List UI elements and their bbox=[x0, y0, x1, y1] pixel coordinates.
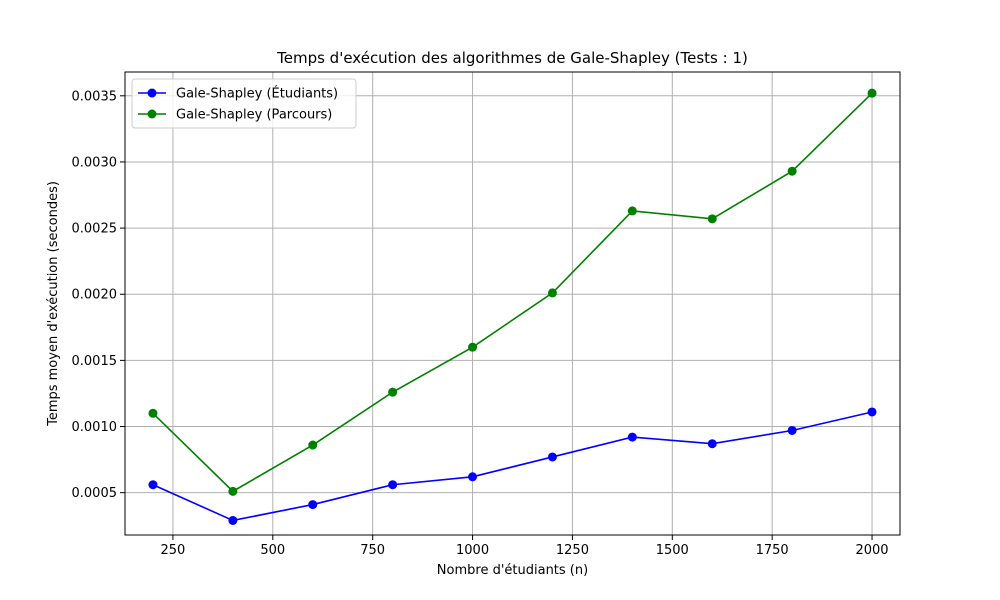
x-tick-label: 1750 bbox=[756, 543, 789, 558]
y-axis-label: Temps moyen d'exécution (secondes) bbox=[46, 181, 61, 427]
plot-frame bbox=[124, 71, 901, 536]
data-point bbox=[627, 206, 637, 216]
legend-marker bbox=[147, 88, 157, 98]
data-point bbox=[308, 500, 318, 510]
y-tick-label: 0.0020 bbox=[72, 288, 118, 303]
data-point bbox=[148, 480, 158, 490]
series-line bbox=[152, 411, 873, 522]
legend-item: Gale-Shapley (Étudiants) bbox=[138, 86, 338, 102]
data-point bbox=[468, 472, 478, 482]
y-tick-label: 0.0010 bbox=[72, 420, 118, 435]
data-point bbox=[468, 342, 478, 352]
series-line bbox=[152, 92, 873, 493]
data-point bbox=[787, 166, 797, 176]
legend-frame bbox=[131, 78, 357, 129]
x-tick-label: 1250 bbox=[556, 543, 589, 558]
legend-label: Gale-Shapley (Parcours) bbox=[176, 108, 332, 123]
data-point bbox=[547, 452, 557, 462]
data-point bbox=[388, 387, 398, 397]
data-point bbox=[867, 407, 877, 417]
data-point bbox=[547, 288, 557, 298]
y-axis-ticks: 0.0005 0.0010 0.0015 0.0020 0.0025 0.0030 0.00… bbox=[72, 89, 125, 501]
data-point bbox=[627, 432, 637, 442]
legend-label: Gale-Shapley (Étudiants) bbox=[176, 86, 338, 102]
series-2 bbox=[148, 88, 877, 496]
plot-area bbox=[125, 72, 900, 535]
legend-item: Gale-Shapley (Parcours) bbox=[138, 108, 332, 123]
grid-lines bbox=[125, 72, 900, 535]
series-layer bbox=[148, 88, 877, 525]
x-axis-label: Nombre d'étudiants (n) bbox=[437, 563, 588, 578]
data-point bbox=[388, 480, 398, 490]
x-tick-label: 1000 bbox=[456, 543, 489, 558]
x-tick-label: 500 bbox=[260, 543, 285, 558]
data-point bbox=[228, 486, 238, 496]
x-tick-label: 750 bbox=[360, 543, 385, 558]
data-point bbox=[707, 214, 717, 224]
legend: Gale-Shapley (Étudiants) Gale-Shapley (Pa… bbox=[131, 78, 357, 129]
x-tick-label: 1500 bbox=[656, 543, 689, 558]
y-tick-label: 0.0035 bbox=[72, 89, 118, 104]
y-tick-label: 0.0030 bbox=[72, 155, 118, 170]
data-point bbox=[787, 425, 797, 435]
y-tick-label: 0.0015 bbox=[72, 354, 118, 369]
data-point bbox=[867, 88, 877, 98]
y-tick-label: 0.0005 bbox=[72, 486, 118, 501]
x-axis-ticks: 250 500 750 1000 1250 1500 1750 2000 bbox=[161, 535, 889, 558]
data-point bbox=[148, 408, 158, 418]
series-1 bbox=[148, 407, 877, 525]
x-tick-label: 250 bbox=[161, 543, 186, 558]
y-tick-label: 0.0025 bbox=[72, 222, 118, 237]
legend-marker bbox=[147, 109, 157, 119]
data-point bbox=[707, 439, 717, 449]
data-point bbox=[308, 440, 318, 450]
data-point bbox=[228, 515, 238, 525]
chart-title: Temps d'exécution des algorithmes de Gal… bbox=[276, 49, 748, 67]
x-tick-label: 2000 bbox=[855, 543, 888, 558]
